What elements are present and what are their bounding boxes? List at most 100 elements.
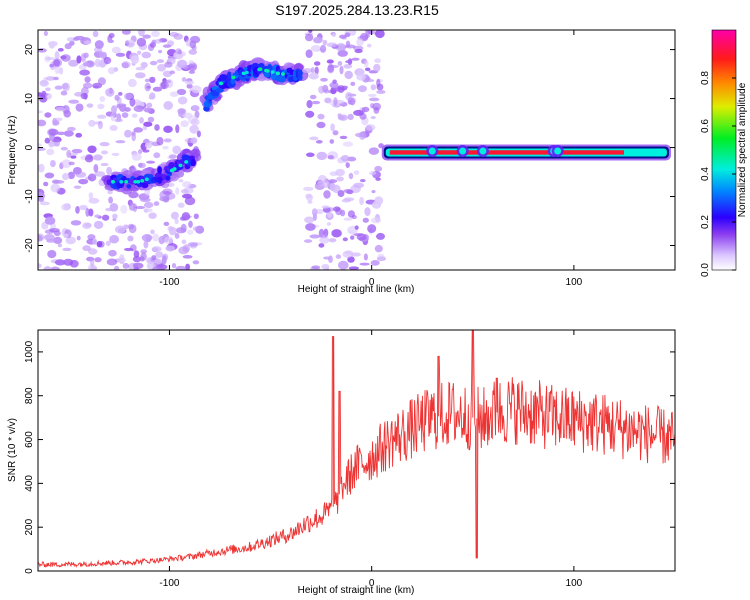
- scatter-left-blob: [61, 159, 72, 168]
- scatter-left-blob: [99, 141, 110, 147]
- scatter-mid-blob: [356, 233, 367, 241]
- scatter-left-blob: [188, 49, 198, 55]
- heatmap-y-ticks: -20 -10 0 10 20: [24, 44, 675, 253]
- scatter-left-blob: [75, 132, 83, 138]
- zero-line-bump-core: [428, 147, 436, 155]
- snr-y-tick-label: 200: [24, 518, 35, 535]
- scatter-left-blob: [76, 55, 82, 64]
- scatter-left-blob: [63, 233, 69, 239]
- scatter-left-blob: [52, 58, 63, 68]
- snr-x-tick-label: 100: [566, 578, 583, 589]
- upper-track-core: [264, 68, 269, 73]
- scatter-mid-blob: [314, 66, 319, 75]
- scatter-mid-blob: [349, 97, 356, 106]
- scatter-mid-blob: [328, 179, 338, 184]
- scatter-left-blob: [182, 244, 190, 253]
- scatter-mid-blob: [373, 63, 381, 72]
- scatter-left-blob: [88, 264, 97, 270]
- scatter-mid-blob: [313, 61, 321, 66]
- scatter-left-blob: [43, 234, 55, 241]
- scatter-mid-blob: [354, 48, 363, 54]
- upper-track-blob: [277, 75, 287, 83]
- scatter-left-blob: [163, 101, 173, 110]
- scatter-left-blob: [172, 145, 182, 155]
- scatter-left-blob: [196, 130, 201, 138]
- upper-track-core: [276, 71, 280, 76]
- scatter-left-blob: [143, 201, 154, 209]
- scatter-left-blob: [62, 247, 72, 252]
- snr-y-ticks: 0 200 400 600 800 1000: [24, 340, 675, 574]
- scatter-left-blob: [162, 79, 172, 84]
- scatter-mid-blob: [306, 99, 313, 109]
- scatter-mid-blob: [337, 84, 345, 94]
- colorbar-frame: [711, 29, 737, 271]
- heatmap-x-tick-label: -100: [159, 277, 179, 288]
- scatter-mid-blob: [336, 176, 344, 182]
- scatter-left-blob: [93, 154, 103, 161]
- scatter-left-blob: [70, 220, 82, 226]
- scatter-left-blob: [181, 212, 191, 221]
- scatter-left-blob: [67, 126, 76, 132]
- scatter-mid-blob: [337, 60, 343, 67]
- scatter-mid-blob: [371, 190, 376, 194]
- scatter-left-blob: [123, 92, 133, 100]
- scatter-left-blob: [124, 40, 130, 47]
- heatmap-blobs: [38, 30, 671, 270]
- scatter-mid-blob: [309, 234, 321, 239]
- scatter-left-blob: [38, 263, 42, 269]
- scatter-mid-blob: [353, 170, 360, 175]
- scatter-mid-blob: [376, 90, 386, 94]
- scatter-left-blob: [38, 163, 45, 173]
- scatter-left-blob: [113, 265, 120, 270]
- scatter-left-blob: [87, 173, 97, 182]
- scatter-left-blob: [178, 179, 184, 183]
- upper-track-core: [241, 71, 246, 76]
- scatter-left-blob: [162, 70, 172, 78]
- scatter-mid-blob: [358, 85, 367, 93]
- descending-track-core: [136, 180, 141, 184]
- scatter-left-blob: [163, 221, 170, 227]
- scatter-left-blob: [148, 212, 157, 219]
- colorbar-tick-label: 0.4: [700, 167, 711, 181]
- scatter-left-blob: [100, 150, 109, 155]
- scatter-left-blob: [139, 117, 144, 124]
- scatter-left-blob: [54, 85, 63, 90]
- scatter-mid-blob: [310, 67, 315, 74]
- scatter-mid-blob: [317, 175, 327, 184]
- scatter-left-blob: [45, 92, 52, 100]
- scatter-left-blob: [97, 103, 105, 110]
- scatter-left-blob: [48, 128, 59, 136]
- scatter-left-blob: [121, 62, 129, 69]
- descending-track-core: [169, 168, 174, 173]
- scatter-left-blob: [111, 46, 121, 54]
- scatter-left-blob: [87, 248, 98, 255]
- scatter-left-blob: [175, 265, 187, 270]
- scatter-left-blob: [168, 226, 177, 236]
- scatter-left-blob: [94, 171, 106, 177]
- scatter-mid-blob: [318, 85, 325, 94]
- scatter-left-blob: [80, 53, 87, 62]
- scatter-left-blob: [87, 145, 97, 154]
- scatter-left-blob: [171, 263, 177, 269]
- heatmap-y-tick-label: -20: [24, 238, 35, 253]
- scatter-left-blob: [135, 205, 146, 210]
- scatter-left-blob: [152, 86, 163, 92]
- scatter-mid-blob: [323, 190, 331, 199]
- scatter-left-blob: [132, 255, 141, 263]
- scatter-mid-blob: [304, 216, 315, 224]
- heatmap-x-tick-label: 0: [369, 277, 375, 288]
- scatter-left-blob: [107, 67, 116, 75]
- scatter-left-blob: [61, 203, 70, 211]
- scatter-left-blob: [143, 121, 153, 127]
- scatter-left-blob: [133, 250, 140, 258]
- scatter-mid-blob: [304, 33, 314, 42]
- scatter-left-blob: [88, 119, 96, 127]
- scatter-mid-blob: [375, 177, 381, 181]
- scatter-mid-blob: [329, 82, 339, 89]
- scatter-left-blob: [115, 140, 126, 144]
- scatter-left-blob: [162, 44, 172, 48]
- snr-y-label: SNR (10 * v/v): [7, 418, 18, 482]
- scatter-left-blob: [82, 222, 92, 229]
- scatter-left-blob: [76, 235, 81, 241]
- scatter-left-blob: [154, 38, 162, 44]
